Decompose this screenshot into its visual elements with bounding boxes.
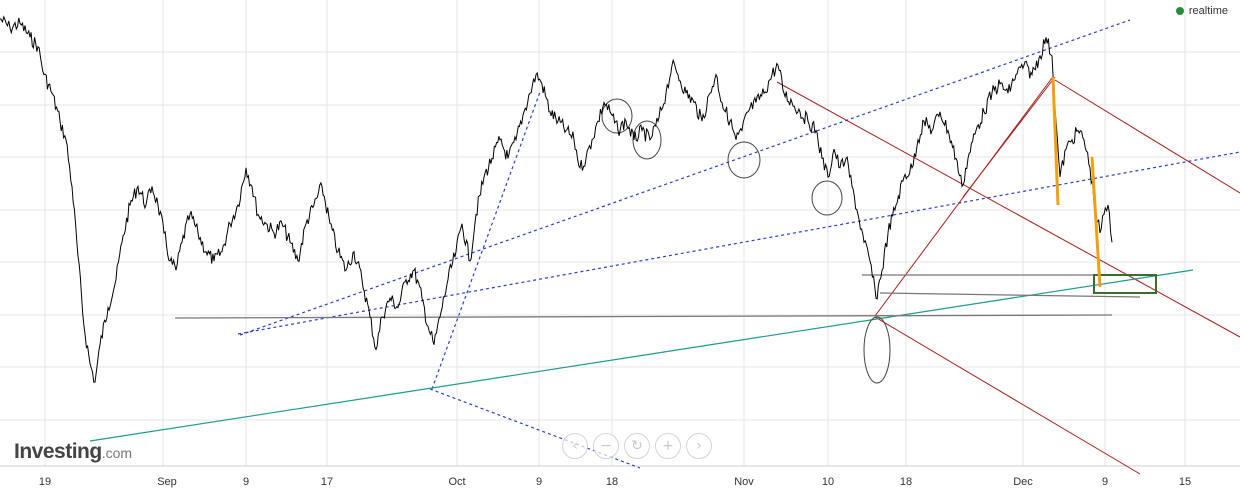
orange-marker-line	[1051, 76, 1060, 206]
chevron-right-icon[interactable]: ›	[686, 433, 712, 459]
logo-suffix: .com	[101, 445, 133, 461]
highlight-ellipse	[601, 98, 633, 134]
red-trendline	[874, 316, 1141, 475]
logo-name: Investing	[14, 440, 102, 463]
red-trendline	[874, 77, 1053, 317]
gray-level-line	[879, 292, 1141, 298]
orange-marker-line	[1090, 156, 1102, 288]
plus-icon[interactable]: +	[655, 433, 681, 459]
highlight-ellipse	[727, 141, 761, 179]
red-trendline	[776, 81, 1240, 338]
highlight-ellipse	[632, 120, 662, 160]
x-tick-label: 10	[822, 476, 834, 488]
gray-level-line	[174, 314, 1113, 319]
blue-trendline	[237, 151, 1240, 335]
x-tick-label: 9	[1102, 476, 1108, 488]
x-tick-label: 19	[39, 476, 51, 488]
realtime-status: realtime	[1175, 5, 1228, 17]
x-tick-label: Nov	[734, 476, 754, 488]
x-tick-label: Sep	[157, 476, 177, 488]
teal-trendline	[89, 269, 1194, 442]
realtime-label: realtime	[1188, 5, 1228, 17]
x-tick-label: 9	[536, 476, 542, 488]
chart-navigation: ‹ − ↻ + ›	[562, 433, 712, 459]
reset-icon[interactable]: ↻	[624, 433, 650, 459]
x-tick-label: 9	[243, 476, 249, 488]
minus-icon[interactable]: −	[593, 433, 619, 459]
investing-logo: Investing.com	[14, 440, 132, 464]
x-tick-label: Dec	[1013, 476, 1033, 488]
blue-trendline	[239, 19, 1131, 336]
live-dot-icon	[1175, 7, 1184, 15]
highlight-ellipse	[863, 316, 891, 384]
x-tick-label: Oct	[448, 476, 465, 488]
highlight-box	[1093, 274, 1157, 294]
chevron-left-icon[interactable]: ‹	[562, 433, 588, 459]
highlight-ellipse	[811, 180, 843, 216]
red-trendline	[1054, 79, 1240, 194]
x-tick-label: 15	[1179, 476, 1191, 488]
x-tick-label: 17	[321, 476, 333, 488]
x-tick-label: 18	[900, 476, 912, 488]
price-series	[0, 15, 1113, 383]
blue-trendline	[431, 91, 541, 390]
x-tick-label: 18	[606, 476, 618, 488]
